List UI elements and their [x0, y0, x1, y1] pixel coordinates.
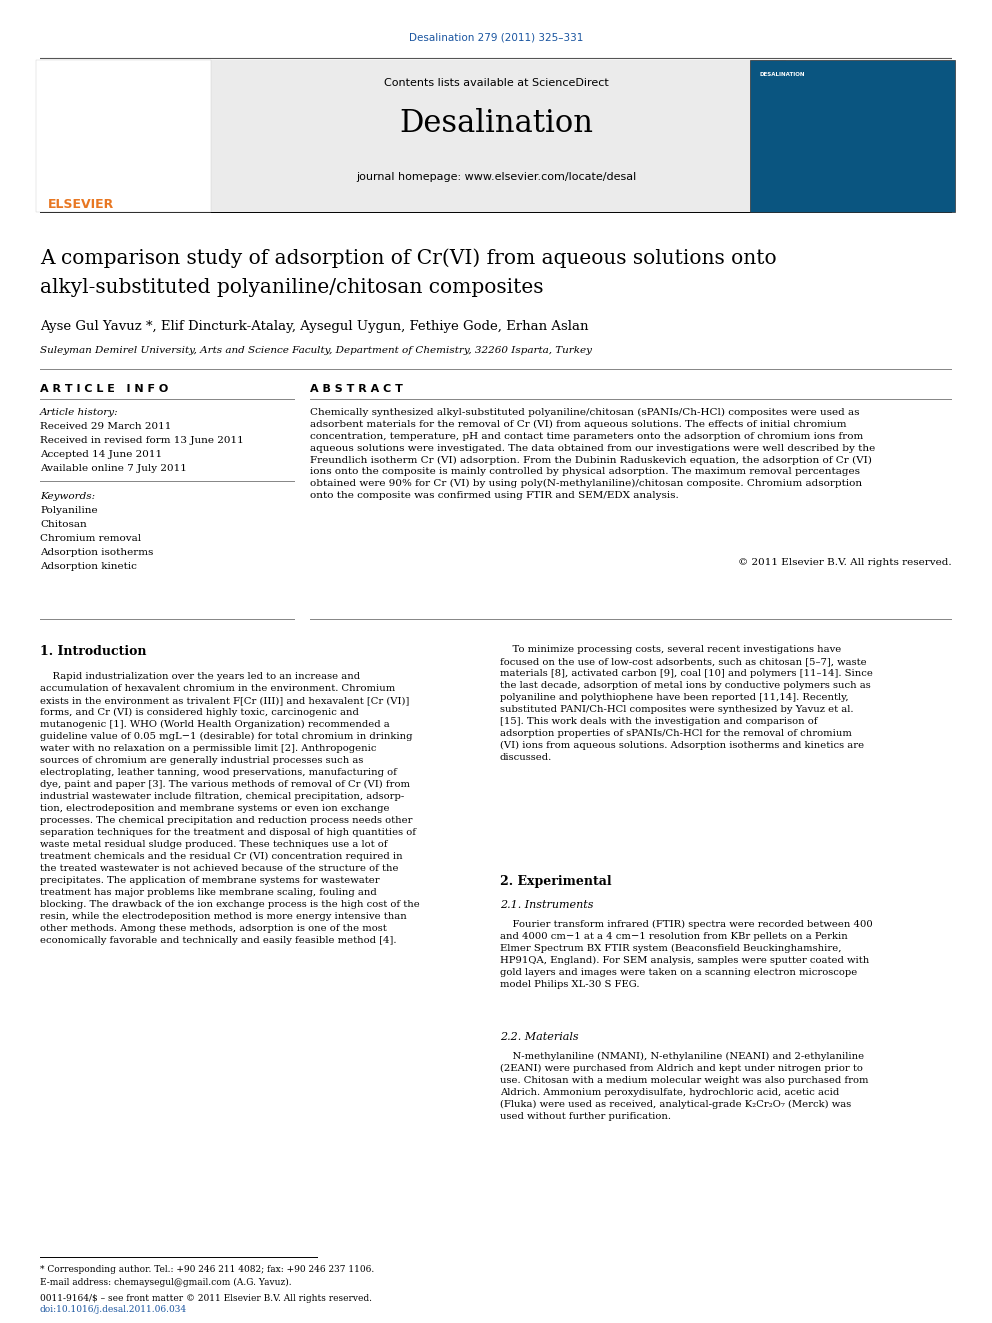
Text: 2.2. Materials: 2.2. Materials	[500, 1032, 578, 1043]
Text: journal homepage: www.elsevier.com/locate/desal: journal homepage: www.elsevier.com/locat…	[356, 172, 636, 183]
Text: ELSEVIER: ELSEVIER	[48, 198, 114, 210]
Text: Accepted 14 June 2011: Accepted 14 June 2011	[40, 450, 162, 459]
Text: Keywords:: Keywords:	[40, 492, 95, 501]
Text: DESALINATION: DESALINATION	[760, 71, 806, 77]
Text: Polyaniline: Polyaniline	[40, 505, 97, 515]
Text: 2. Experimental: 2. Experimental	[500, 875, 611, 888]
Text: N-methylaniline (NMANI), N-ethylaniline (NEANI) and 2-ethylaniline
(2EANI) were : N-methylaniline (NMANI), N-ethylaniline …	[500, 1052, 868, 1121]
Text: Chemically synthesized alkyl-substituted polyaniline/chitosan (sPANIs/Ch-HCl) co: Chemically synthesized alkyl-substituted…	[310, 407, 875, 500]
Text: 0011-9164/$ – see front matter © 2011 Elsevier B.V. All rights reserved.: 0011-9164/$ – see front matter © 2011 El…	[40, 1294, 372, 1303]
Text: Received in revised form 13 June 2011: Received in revised form 13 June 2011	[40, 437, 244, 445]
Text: Adsorption isotherms: Adsorption isotherms	[40, 548, 154, 557]
Text: 1. Introduction: 1. Introduction	[40, 646, 147, 658]
Text: doi:10.1016/j.desal.2011.06.034: doi:10.1016/j.desal.2011.06.034	[40, 1304, 187, 1314]
Text: A B S T R A C T: A B S T R A C T	[310, 384, 403, 394]
Text: Chitosan: Chitosan	[40, 520, 86, 529]
Text: To minimize processing costs, several recent investigations have
focused on the : To minimize processing costs, several re…	[500, 646, 873, 762]
Text: A comparison study of adsorption of Cr(VI) from aqueous solutions onto: A comparison study of adsorption of Cr(V…	[40, 247, 777, 267]
Text: Contents lists available at ScienceDirect: Contents lists available at ScienceDirec…	[384, 78, 608, 89]
Text: E-mail address: chemaysegul@gmail.com (A.G. Yavuz).: E-mail address: chemaysegul@gmail.com (A…	[40, 1278, 292, 1287]
Text: Ayse Gul Yavuz *, Elif Dincturk-Atalay, Aysegul Uygun, Fethiye Gode, Erhan Aslan: Ayse Gul Yavuz *, Elif Dincturk-Atalay, …	[40, 320, 588, 333]
Text: Fourier transform infrared (FTIR) spectra were recorded between 400
and 4000 cm−: Fourier transform infrared (FTIR) spectr…	[500, 919, 873, 990]
Text: Received 29 March 2011: Received 29 March 2011	[40, 422, 172, 431]
Text: alkyl-substituted polyaniline/chitosan composites: alkyl-substituted polyaniline/chitosan c…	[40, 278, 544, 296]
Text: © 2011 Elsevier B.V. All rights reserved.: © 2011 Elsevier B.V. All rights reserved…	[738, 558, 952, 568]
Text: 2.1. Instruments: 2.1. Instruments	[500, 900, 593, 910]
Text: Adsorption kinetic: Adsorption kinetic	[40, 562, 137, 572]
Text: Suleyman Demirel University, Arts and Science Faculty, Department of Chemistry, : Suleyman Demirel University, Arts and Sc…	[40, 347, 592, 355]
Text: Available online 7 July 2011: Available online 7 July 2011	[40, 464, 186, 474]
Text: Article history:: Article history:	[40, 407, 119, 417]
Text: Chromium removal: Chromium removal	[40, 534, 141, 542]
Text: Desalination: Desalination	[399, 108, 593, 139]
Text: * Corresponding author. Tel.: +90 246 211 4082; fax: +90 246 237 1106.: * Corresponding author. Tel.: +90 246 21…	[40, 1265, 374, 1274]
Text: Rapid industrialization over the years led to an increase and
accumulation of he: Rapid industrialization over the years l…	[40, 672, 420, 945]
Text: Desalination 279 (2011) 325–331: Desalination 279 (2011) 325–331	[409, 32, 583, 42]
Text: A R T I C L E   I N F O: A R T I C L E I N F O	[40, 384, 169, 394]
